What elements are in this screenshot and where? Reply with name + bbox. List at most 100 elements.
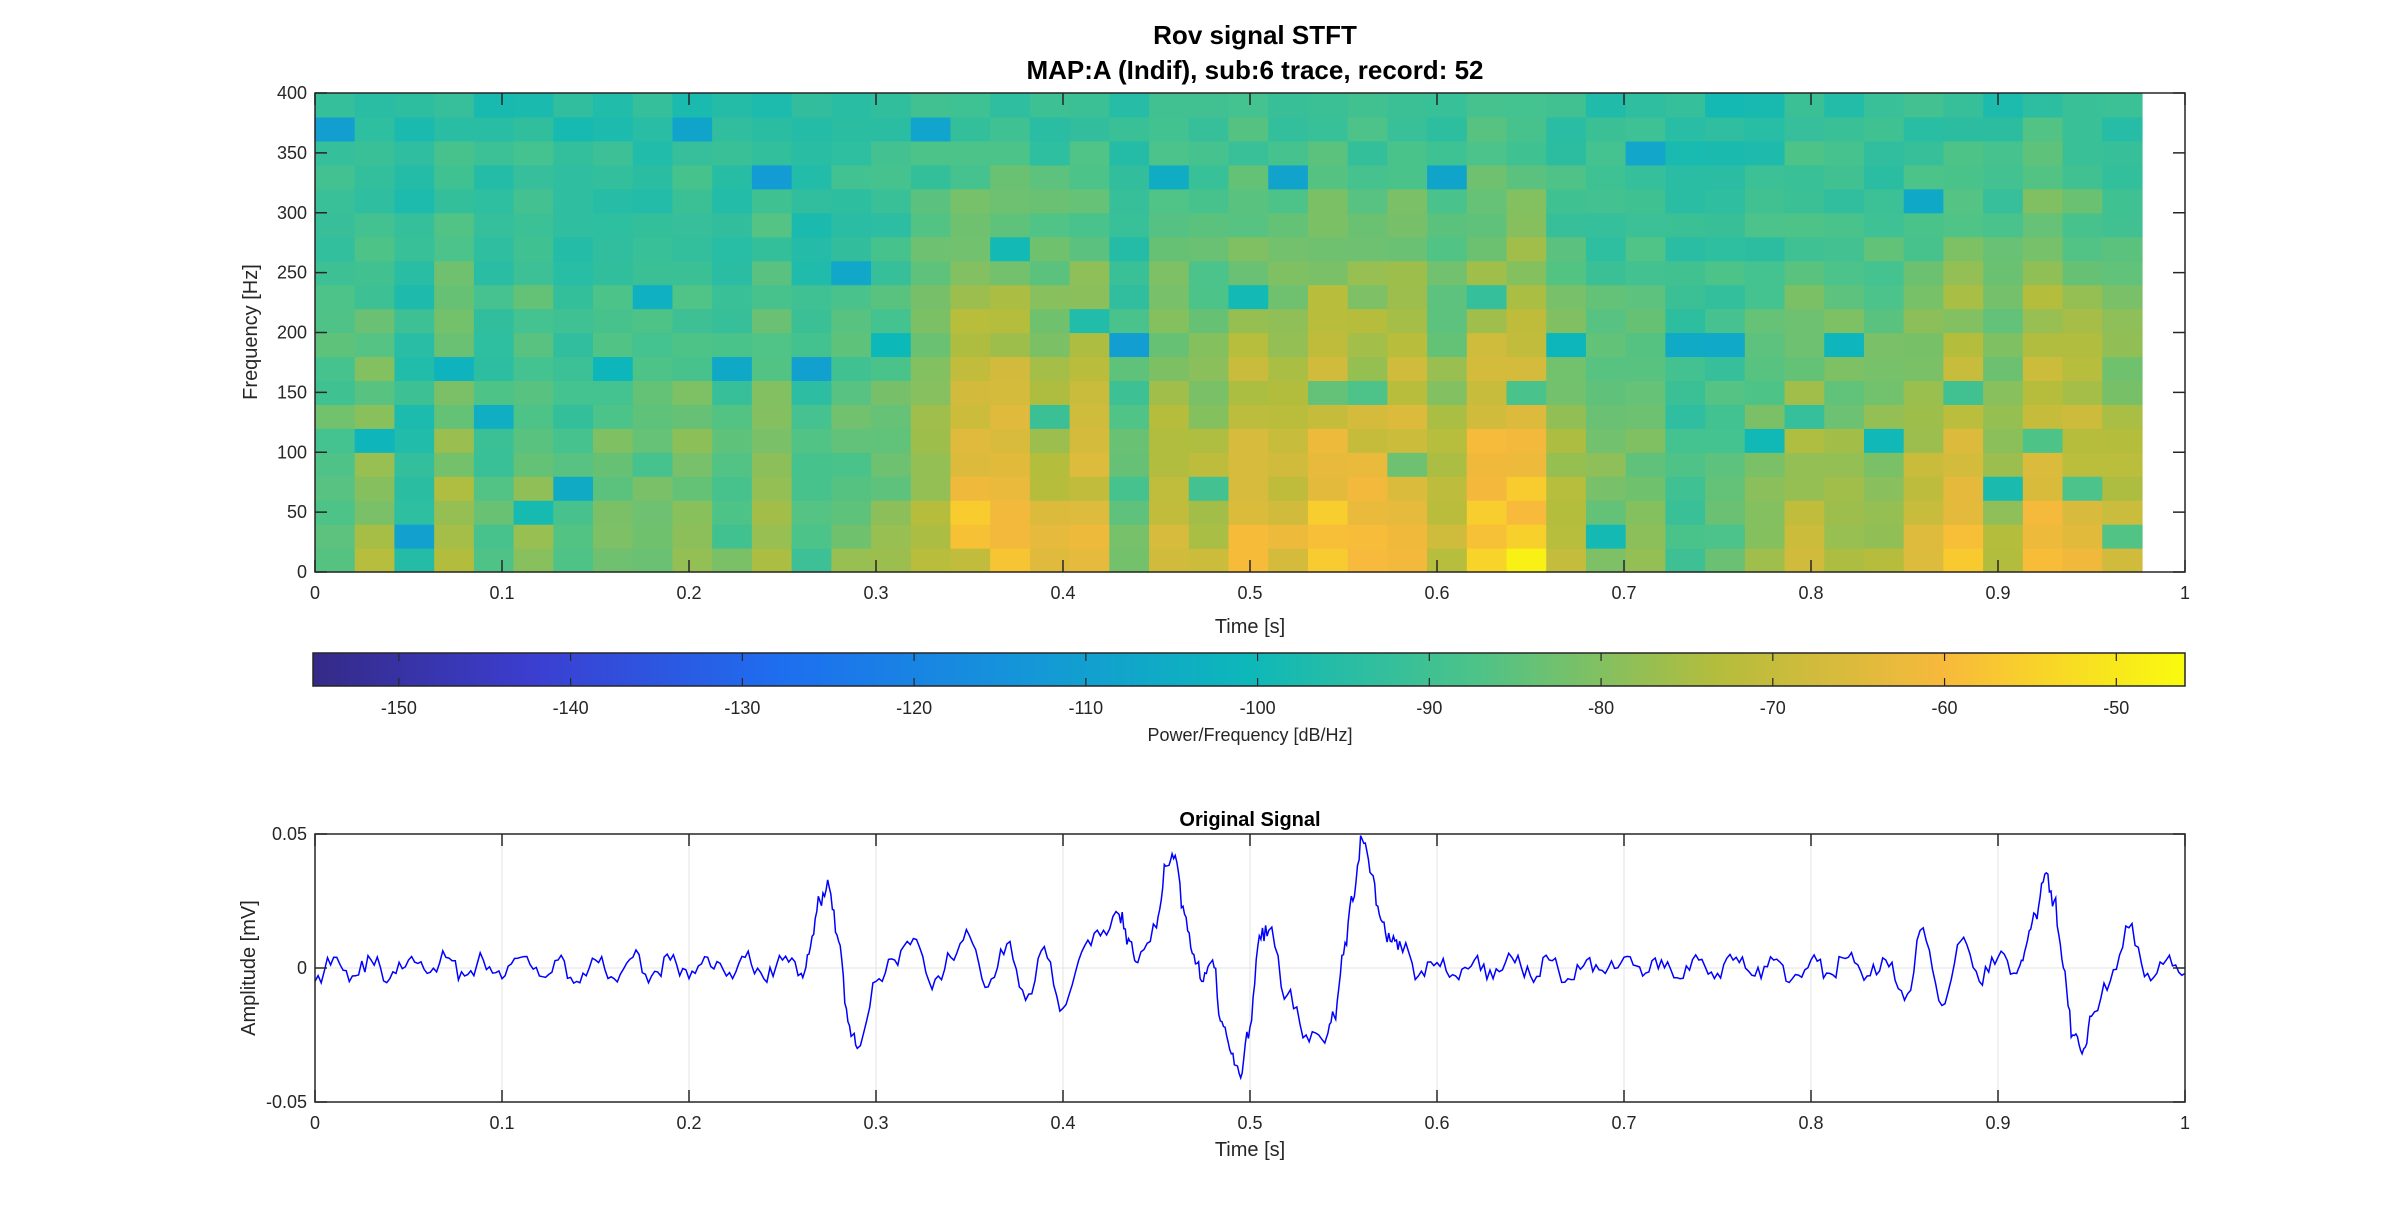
spectrogram-cell xyxy=(1228,332,1269,358)
spectrogram-cell xyxy=(1863,260,1905,286)
spectrogram-cell xyxy=(791,380,832,405)
spectrogram-cell xyxy=(2062,308,2103,334)
spectrogram-cell xyxy=(394,164,435,190)
spectrogram-cell xyxy=(1268,524,1309,549)
spectrogram-cell xyxy=(751,236,793,262)
signal-xtick-label: 0.3 xyxy=(863,1113,888,1133)
spectrogram-cell xyxy=(1387,284,1428,310)
spectrogram-cell xyxy=(1387,452,1428,477)
spectrogram-cell xyxy=(1228,164,1269,190)
spectrogram-cell xyxy=(1307,380,1349,405)
spectrogram-cell xyxy=(2102,428,2143,453)
spectrogram-cell xyxy=(1744,284,1786,310)
spectrogram-cell xyxy=(910,188,952,214)
spectrogram-cell xyxy=(513,93,554,118)
spectrogram-cell xyxy=(831,332,872,358)
spectrogram-cell xyxy=(315,452,356,477)
spectrogram-cell xyxy=(1784,452,1825,477)
spectrogram-cell xyxy=(394,500,435,525)
spectrogram-cell xyxy=(1149,548,1190,573)
spectrogram-cell xyxy=(712,380,753,405)
spectrogram-cell xyxy=(1506,332,1547,358)
spectrogram-cell xyxy=(1149,356,1190,381)
spectrogram-cell xyxy=(394,212,435,238)
signal-xticks: 0 0.1 0.2 0.3 0.4 0.5 0.6 0.7 0.8 0.9 1 xyxy=(310,834,2190,1133)
spectrogram-cell xyxy=(1029,93,1071,118)
spectrogram-cell xyxy=(632,356,674,381)
spectrogram-cell xyxy=(871,212,912,238)
spectrogram-cell xyxy=(791,140,832,166)
spectrogram-cell xyxy=(1228,524,1269,549)
spectrogram-cell xyxy=(990,404,1031,429)
spectrogram-cell xyxy=(1307,236,1349,262)
spectrogram-cell xyxy=(871,93,912,118)
spectrogram-cell xyxy=(751,212,793,238)
spectrogram-cell xyxy=(990,93,1031,118)
spectrogram-cell xyxy=(1903,356,1945,381)
spectrogram-cell xyxy=(394,93,435,118)
spectrogram-cell xyxy=(1744,332,1786,358)
spectrogram-cell xyxy=(831,452,872,477)
spectrogram-cell xyxy=(513,524,554,549)
spectrogram-cell xyxy=(1943,452,1984,477)
spectrogram-cell xyxy=(593,236,634,262)
spectrogram-cell xyxy=(1546,140,1587,166)
spectrogram-cell xyxy=(1744,164,1786,190)
spectrogram-cell xyxy=(910,380,952,405)
spectrogram-cell xyxy=(1665,500,1706,525)
spectrogram-ytick-label: 100 xyxy=(277,442,307,462)
spectrogram-cell xyxy=(1387,308,1428,334)
spectrogram-cell xyxy=(2102,236,2143,262)
spectrogram-cell xyxy=(1744,116,1786,142)
spectrogram-cell xyxy=(1546,524,1587,549)
spectrogram-cell xyxy=(2062,404,2103,429)
spectrogram-cell xyxy=(1824,93,1865,118)
spectrogram-cell xyxy=(1546,332,1587,358)
spectrogram-cell xyxy=(354,93,396,118)
spectrogram-cell xyxy=(1784,284,1825,310)
spectrogram-cell xyxy=(473,476,515,501)
spectrogram-cell xyxy=(1585,188,1627,214)
spectrogram-axes: 0 0.1 0.2 0.3 0.4 0.5 0.6 0.7 0.8 0.9 1 0 50 100 150 2… xyxy=(240,83,2190,638)
spectrogram-cell xyxy=(831,404,872,429)
spectrogram-cell xyxy=(791,116,832,142)
spectrogram-cell xyxy=(1427,188,1468,214)
spectrogram-cell xyxy=(1705,188,1746,214)
colorbar: -150 -140 -130 -120 -110 -100 -90 -80 -70 -60 -50 … xyxy=(312,652,2186,745)
spectrogram-cell xyxy=(1268,140,1309,166)
spectrogram-cell xyxy=(1307,404,1349,429)
spectrogram-cell xyxy=(871,404,912,429)
spectrogram-cell xyxy=(1149,260,1190,286)
spectrogram-cell xyxy=(1307,164,1349,190)
spectrogram-cell xyxy=(315,476,356,501)
spectrogram-cell xyxy=(1506,452,1547,477)
spectrogram-cell xyxy=(1188,212,1230,238)
colorbar-tick-label: -50 xyxy=(2103,698,2129,718)
spectrogram-cell xyxy=(553,140,594,166)
spectrogram-cell xyxy=(1983,452,2024,477)
spectrogram-cell xyxy=(1863,164,1905,190)
spectrogram-cell xyxy=(2062,452,2103,477)
spectrogram-cell xyxy=(1228,284,1269,310)
spectrogram-cell xyxy=(1228,428,1269,453)
spectrogram-cell xyxy=(1705,332,1746,358)
spectrogram-cell xyxy=(354,164,396,190)
spectrogram-cell xyxy=(1625,404,1666,429)
spectrogram-cell xyxy=(593,116,634,142)
spectrogram-cell xyxy=(473,116,515,142)
spectrogram-cell xyxy=(2062,476,2103,501)
spectrogram-cell xyxy=(1188,188,1230,214)
spectrogram-cell xyxy=(751,356,793,381)
spectrogram-cell xyxy=(1506,260,1547,286)
spectrogram-cell xyxy=(553,332,594,358)
spectrogram-cell xyxy=(2102,260,2143,286)
spectrogram-cell xyxy=(1943,500,1984,525)
spectrogram-cell xyxy=(2102,308,2143,334)
spectrogram-cell xyxy=(513,284,554,310)
spectrogram-cell xyxy=(1824,116,1865,142)
spectrogram-cell xyxy=(593,140,634,166)
spectrogram-cell xyxy=(1506,212,1547,238)
spectrogram-cell xyxy=(1387,140,1428,166)
spectrogram-cell xyxy=(1387,428,1428,453)
colorbar-tick-label: -150 xyxy=(381,698,417,718)
